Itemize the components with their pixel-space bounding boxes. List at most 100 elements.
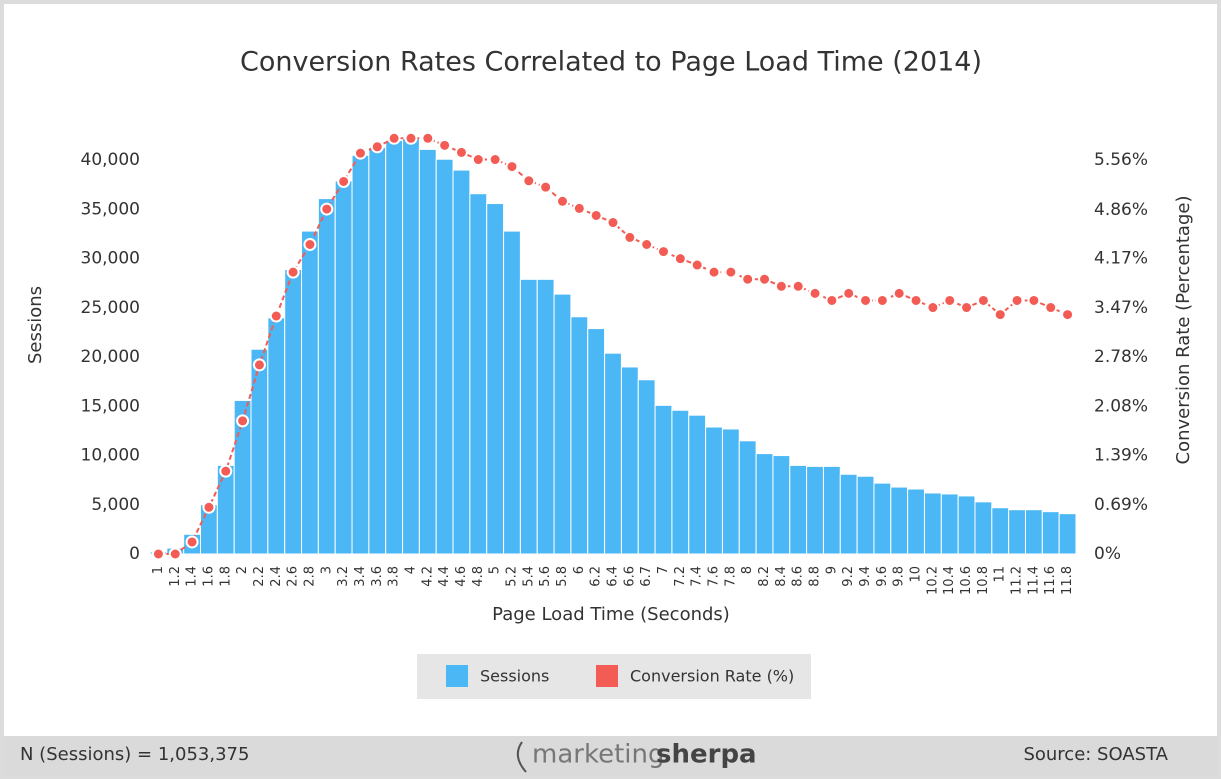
legend-swatch	[446, 665, 468, 687]
y2-tick-label: 4.86%	[1094, 200, 1148, 220]
bar	[385, 140, 404, 555]
point	[202, 500, 216, 514]
bar	[435, 158, 454, 555]
point	[185, 535, 199, 549]
y2-tick-label: 0.69%	[1094, 495, 1148, 515]
point	[370, 140, 384, 154]
x-tick-label: 4.2	[420, 566, 435, 587]
bar	[587, 328, 606, 555]
bar	[536, 278, 555, 555]
y-tick-label: 0	[129, 544, 140, 564]
point	[606, 216, 620, 230]
point	[438, 138, 452, 152]
bar	[755, 453, 774, 555]
x-tick-label: 2	[235, 566, 250, 574]
point	[791, 279, 805, 293]
x-tick-label: 6.7	[639, 566, 654, 587]
point	[589, 208, 603, 222]
bar	[705, 426, 723, 555]
x-tick-label: 10	[909, 566, 924, 583]
bar	[637, 379, 656, 555]
x-tick-label: 11.4	[1026, 566, 1041, 595]
point	[859, 293, 873, 307]
bar	[873, 482, 892, 555]
point	[657, 245, 671, 259]
point	[1044, 301, 1058, 315]
bar	[721, 428, 740, 555]
x-tick-label: 4.8	[471, 566, 486, 587]
bar	[284, 268, 303, 555]
x-tick-label: 4	[403, 566, 418, 574]
x-tick-label: 2.6	[286, 566, 301, 587]
bar	[839, 473, 858, 555]
bar	[452, 169, 471, 555]
bar	[620, 366, 639, 555]
point	[724, 265, 738, 279]
point	[505, 160, 519, 174]
x-tick-label: 8.8	[808, 566, 823, 587]
logo-light: marketing	[532, 740, 664, 770]
point	[236, 414, 250, 428]
x-tick-label: 10.4	[942, 566, 957, 595]
y2-tick-label: 4.17%	[1094, 249, 1148, 269]
y-tick-label: 25,000	[81, 298, 140, 318]
x-tick-label: 7	[656, 566, 671, 574]
point	[623, 230, 637, 244]
bar	[974, 501, 993, 555]
y2-tick-label: 5.56%	[1094, 150, 1148, 170]
bar	[738, 440, 757, 555]
bar	[334, 180, 353, 555]
x-axis-label: Page Load Time (Seconds)	[492, 604, 730, 625]
y2-tick-label: 0%	[1094, 544, 1121, 564]
bar	[923, 492, 942, 555]
bar	[957, 495, 976, 555]
bar	[654, 404, 673, 555]
point	[741, 272, 755, 286]
x-tick-label: 6.6	[622, 566, 637, 587]
x-tick-label: 10.2	[925, 566, 940, 595]
point	[219, 464, 233, 478]
x-tick-label: 4.6	[454, 566, 469, 587]
x-tick-label: 8	[740, 566, 755, 574]
point	[774, 279, 788, 293]
point	[1010, 293, 1024, 307]
bar	[503, 230, 521, 555]
point	[825, 293, 839, 307]
bar	[368, 146, 387, 555]
x-tick-label: 6	[572, 566, 587, 574]
y-tick-label: 35,000	[81, 199, 140, 219]
bar	[250, 348, 269, 555]
x-tick-label: 2.2	[252, 566, 267, 587]
point	[421, 131, 435, 145]
y-tick-label: 30,000	[81, 249, 140, 269]
point	[337, 174, 351, 188]
legend-label: Sessions	[480, 667, 549, 686]
y-tick-label: 15,000	[81, 396, 140, 416]
bar	[553, 293, 572, 555]
bar	[469, 193, 488, 555]
point	[471, 153, 485, 167]
point	[404, 131, 418, 145]
point	[488, 153, 502, 167]
x-tick-label: 5	[488, 566, 503, 574]
y2-tick-label: 3.47%	[1094, 298, 1148, 318]
x-tick-label: 1.4	[185, 566, 200, 587]
x-tick-label: 2.4	[269, 566, 284, 587]
bar	[1008, 509, 1026, 555]
point	[320, 202, 334, 216]
x-tick-label: 9.2	[841, 566, 856, 587]
point	[522, 174, 536, 188]
point	[993, 308, 1007, 322]
bar	[688, 414, 707, 555]
point	[353, 146, 367, 160]
x-tick-label: 1.8	[218, 566, 233, 587]
y2-axis-label: Conversion Rate (Percentage)	[1173, 196, 1194, 465]
chart-title: Conversion Rates Correlated to Page Load…	[240, 47, 982, 78]
x-tick-label: 3.2	[336, 566, 351, 587]
bar	[671, 409, 690, 555]
x-tick-label: 5.4	[521, 566, 536, 587]
y2-tick-label: 2.78%	[1094, 347, 1148, 367]
bar	[806, 465, 824, 555]
x-tick-label: 3	[319, 566, 334, 574]
